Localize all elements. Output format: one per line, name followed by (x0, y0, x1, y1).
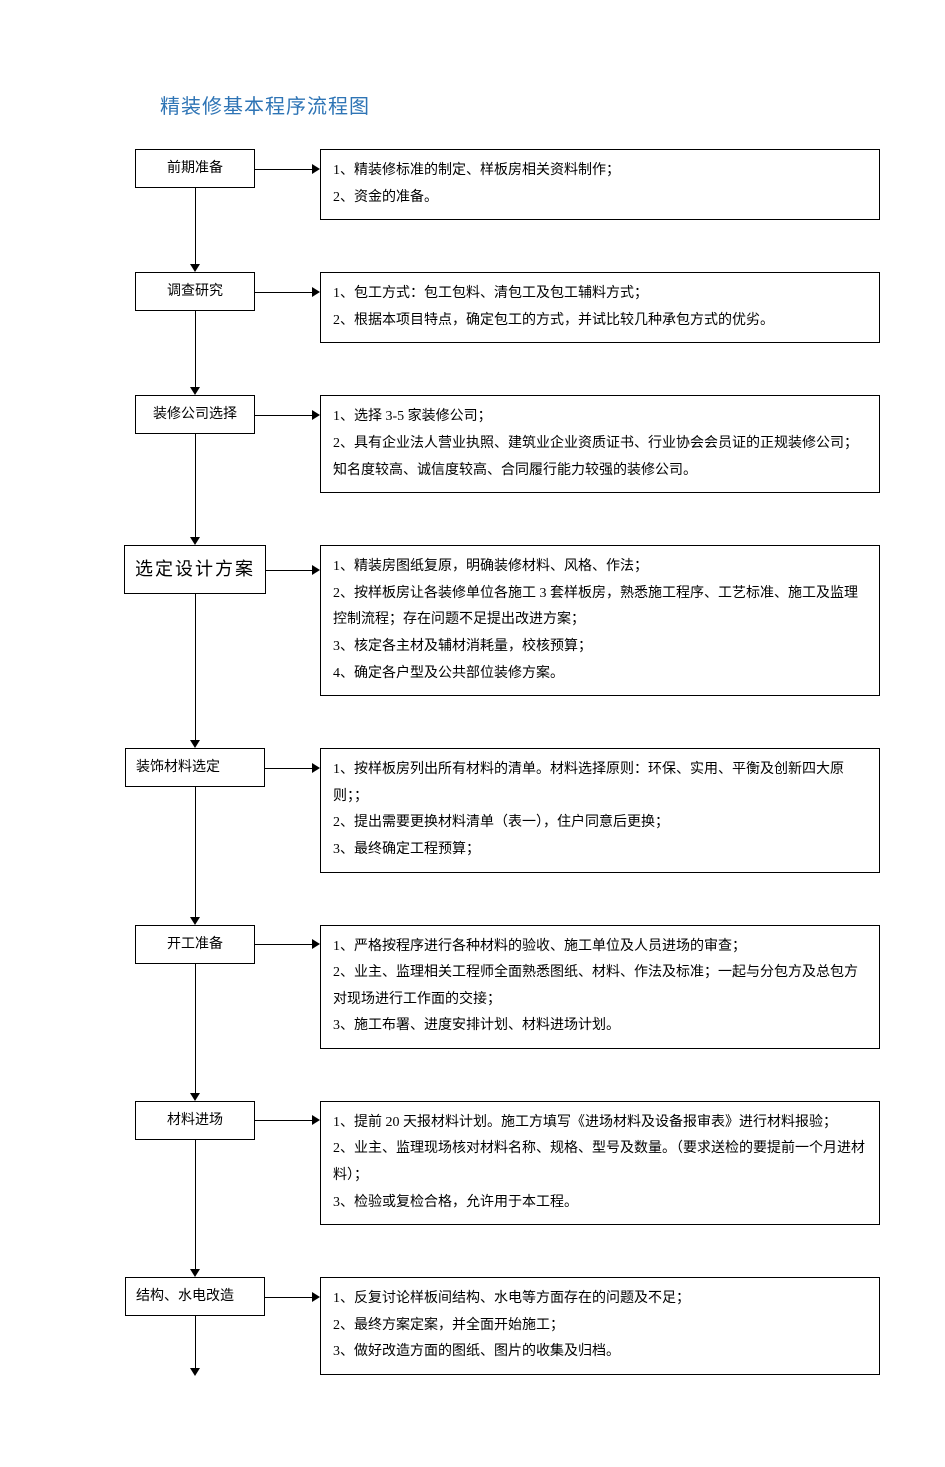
arrow-down-icon (190, 537, 200, 545)
flow-node-s3: 装修公司选择 (135, 395, 255, 434)
arrow-right-icon (312, 565, 320, 575)
h-connector (255, 169, 314, 170)
flow-desc-s4: 1、精装房图纸复原，明确装修材料、风格、作法；2、按样板房让各装修单位各施工 3… (320, 545, 880, 696)
arrow-down-icon (190, 1093, 200, 1101)
h-connector (265, 768, 314, 769)
flow-spacer (110, 355, 885, 395)
flow-spacer (110, 505, 885, 545)
v-connector (195, 1316, 196, 1370)
flow-left-col: 调查研究 (110, 272, 280, 311)
flow-row: 前期准备 1、精装修标准的制定、样板房相关资料制作；2、资金的准备。 (110, 149, 885, 220)
arrow-right-icon (312, 164, 320, 174)
arrow-down-icon (190, 264, 200, 272)
page-title: 精装修基本程序流程图 (160, 90, 885, 119)
flow-node-s7: 材料进场 (135, 1101, 255, 1140)
flow-desc-s6: 1、严格按程序进行各种材料的验收、施工单位及人员进场的审查；2、业主、监理相关工… (320, 925, 880, 1049)
v-connector (195, 1140, 196, 1271)
flow-spacer (110, 708, 885, 748)
v-connector (195, 787, 196, 918)
flow-desc-s7: 1、提前 20 天报材料计划。施工方填写《进场材料及设备报审表》进行材料报验；2… (320, 1101, 880, 1225)
arrow-right-icon (312, 410, 320, 420)
arrow-down-icon (190, 387, 200, 395)
flow-node-s6: 开工准备 (135, 925, 255, 964)
v-connector (195, 434, 196, 539)
flow-row: 装饰材料选定 1、按样板房列出所有材料的清单。材料选择原则：环保、实用、平衡及创新… (110, 748, 885, 872)
flow-desc-s2: 1、包工方式：包工包料、清包工及包工辅料方式；2、根据本项目特点，确定包工的方式… (320, 272, 880, 343)
flow-left-col: 装饰材料选定 (110, 748, 280, 787)
flow-left-col: 装修公司选择 (110, 395, 280, 434)
flow-row: 材料进场 1、提前 20 天报材料计划。施工方填写《进场材料及设备报审表》进行材料… (110, 1101, 885, 1225)
arrow-right-icon (312, 1292, 320, 1302)
h-connector (265, 1297, 314, 1298)
arrow-right-icon (312, 1115, 320, 1125)
flow-node-s2: 调查研究 (135, 272, 255, 311)
arrow-down-icon (190, 917, 200, 925)
h-connector (255, 415, 314, 416)
flow-left-col: 选定设计方案 (110, 545, 280, 594)
flow-left-col: 结构、水电改造 (110, 1277, 280, 1316)
arrow-right-icon (312, 939, 320, 949)
arrow-down-icon (190, 740, 200, 748)
flow-desc-s1: 1、精装修标准的制定、样板房相关资料制作；2、资金的准备。 (320, 149, 880, 220)
arrow-right-icon (312, 763, 320, 773)
v-connector (195, 311, 196, 389)
flow-row: 结构、水电改造 1、反复讨论样板间结构、水电等方面存在的问题及不足；2、最终方案定… (110, 1277, 885, 1375)
flow-left-col: 开工准备 (110, 925, 280, 964)
v-connector (195, 188, 196, 266)
arrow-right-icon (312, 287, 320, 297)
flow-row: 调查研究 1、包工方式：包工包料、清包工及包工辅料方式；2、根据本项目特点，确定包… (110, 272, 885, 343)
v-connector (195, 964, 196, 1095)
flow-node-s4: 选定设计方案 (124, 545, 266, 594)
flow-spacer (110, 885, 885, 925)
arrow-down-icon (190, 1368, 200, 1376)
arrow-down-icon (190, 1269, 200, 1277)
flow-spacer (110, 1061, 885, 1101)
h-connector (266, 570, 314, 571)
flow-row: 开工准备 1、严格按程序进行各种材料的验收、施工单位及人员进场的审查；2、业主、监… (110, 925, 885, 1049)
h-connector (255, 944, 314, 945)
flow-left-col: 前期准备 (110, 149, 280, 188)
flow-desc-s5: 1、按样板房列出所有材料的清单。材料选择原则：环保、实用、平衡及创新四大原则；；… (320, 748, 880, 872)
h-connector (255, 1120, 314, 1121)
flow-node-s8: 结构、水电改造 (125, 1277, 265, 1316)
flow-node-s1: 前期准备 (135, 149, 255, 188)
flow-left-col: 材料进场 (110, 1101, 280, 1140)
flow-desc-s8: 1、反复讨论样板间结构、水电等方面存在的问题及不足；2、最终方案定案，并全面开始… (320, 1277, 880, 1375)
h-connector (255, 292, 314, 293)
flow-row: 选定设计方案 1、精装房图纸复原，明确装修材料、风格、作法；2、按样板房让各装修单… (110, 545, 885, 696)
flow-node-s5: 装饰材料选定 (125, 748, 265, 787)
v-connector (195, 594, 196, 742)
flowchart-container: 前期准备 1、精装修标准的制定、样板房相关资料制作；2、资金的准备。调查研究 1、包… (110, 149, 885, 1427)
flow-spacer (110, 1237, 885, 1277)
flow-spacer (110, 232, 885, 272)
flow-row: 装修公司选择 1、选择 3-5 家装修公司；2、具有企业法人营业执照、建筑业企业资… (110, 395, 885, 493)
flow-desc-s3: 1、选择 3-5 家装修公司；2、具有企业法人营业执照、建筑业企业资质证书、行业… (320, 395, 880, 493)
flow-spacer (110, 1387, 885, 1427)
